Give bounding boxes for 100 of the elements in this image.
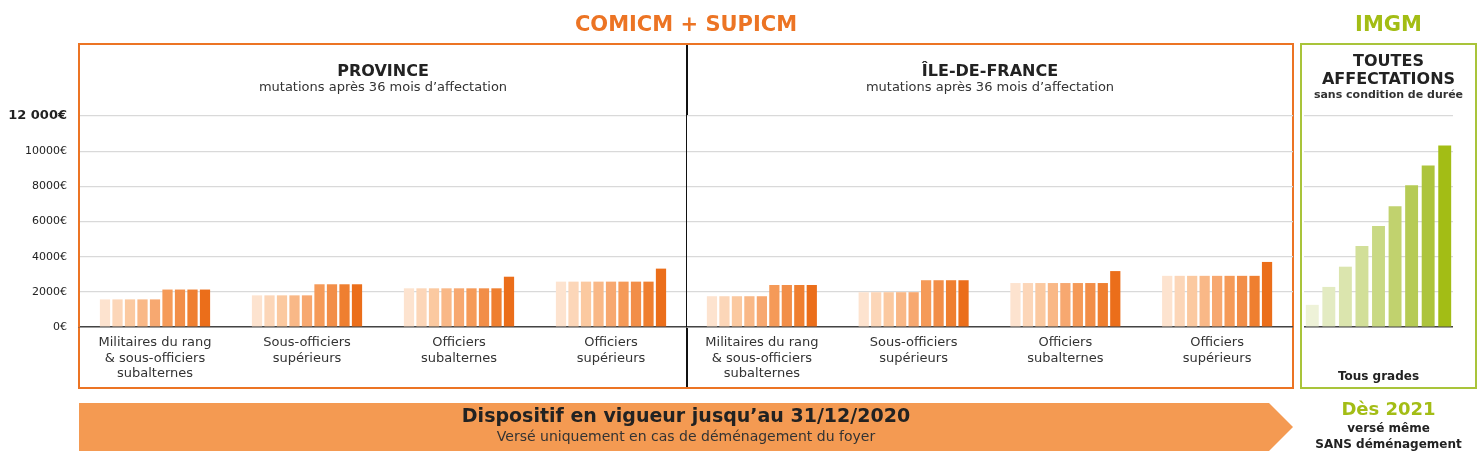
bar [314, 284, 325, 327]
bar [618, 281, 629, 327]
bar [112, 299, 123, 327]
text: COMICM + SUPICM [573, 12, 799, 36]
y-tick-label: 10000€ [25, 144, 67, 158]
bar [781, 284, 792, 327]
x-axis-title: Tous grades [1337, 368, 1420, 383]
chart-title: PROVINCE [336, 61, 430, 80]
bar [137, 299, 148, 327]
bar [858, 292, 869, 327]
bar [289, 295, 300, 327]
bar [124, 299, 136, 327]
bar [1405, 185, 1419, 327]
bar [1085, 283, 1096, 327]
bar [568, 281, 579, 327]
bar [744, 296, 755, 327]
chart-subtitle: mutations après 36 mois d’affectation [864, 78, 1116, 94]
bar [1010, 283, 1021, 327]
y-tick-label: 6000€ [32, 214, 67, 228]
bar [1162, 275, 1173, 327]
bar [731, 296, 743, 327]
x-tick-label: Officiers subalternes [420, 334, 498, 365]
bar [199, 289, 211, 327]
chart-subtitle: sans condition de durée [1312, 88, 1465, 102]
bar [441, 288, 452, 327]
bar [503, 276, 515, 327]
bar [1249, 275, 1260, 327]
bar [945, 280, 957, 327]
bar [1421, 165, 1435, 327]
text: Dès 2021 [1340, 398, 1437, 419]
bar [416, 288, 427, 327]
x-tick-label: Officiers supérieurs [1182, 334, 1252, 365]
bar [301, 295, 313, 327]
bar [1047, 283, 1059, 327]
bar [1338, 266, 1352, 327]
bar [264, 295, 275, 327]
x-tick-label: Militaires du rang & sous-officiers subalternes [98, 334, 212, 381]
bar [326, 284, 338, 327]
bar [251, 295, 263, 327]
bar [1110, 271, 1121, 327]
y-tick-label: 2000€ [32, 284, 67, 298]
bar [1388, 206, 1402, 327]
bar [756, 296, 767, 327]
bar [794, 284, 805, 327]
bar [149, 299, 161, 327]
bar [428, 288, 440, 327]
bar [630, 281, 642, 327]
bar [187, 289, 198, 327]
bar [933, 280, 944, 327]
bar [162, 289, 173, 327]
bar [466, 288, 477, 327]
bar [643, 281, 654, 327]
x-tick-label: Officiers supérieurs [576, 334, 646, 365]
bar [351, 284, 363, 327]
text: Versé uniquement en cas de déménagement du foyer [495, 428, 877, 444]
bar [1022, 283, 1034, 327]
bar [1305, 304, 1319, 327]
chart-subtitle: mutations après 36 mois d’affectation [257, 78, 509, 94]
text: Dispositif en vigueur jusqu’au 31/12/2020 [460, 404, 912, 426]
text: SANS déménagement [1314, 437, 1463, 451]
bar [1187, 275, 1198, 327]
bar [883, 292, 894, 327]
bar [769, 284, 780, 327]
bar [719, 296, 730, 327]
bar [491, 288, 502, 327]
bar [403, 288, 415, 327]
bar [806, 284, 817, 327]
x-tick-label: Sous-officiers supérieurs [263, 334, 351, 365]
y-tick-label: 4000€ [32, 249, 67, 263]
bar [1355, 246, 1369, 327]
chart-title: TOUTES AFFECTATIONS [1320, 51, 1457, 88]
bar [920, 280, 932, 327]
x-tick-label: Sous-officiers supérieurs [869, 334, 958, 365]
bar [655, 268, 667, 327]
bar [871, 292, 882, 327]
bar [99, 299, 111, 327]
bar [896, 292, 907, 327]
bar [1097, 283, 1108, 327]
x-tick-label: Militaires du rang & sous-officiers subalternes [705, 334, 819, 381]
bar [1236, 275, 1248, 327]
bar [478, 288, 490, 327]
text: IMGM [1354, 12, 1423, 36]
bar [555, 281, 567, 327]
bar [339, 284, 350, 327]
x-tick-label: Officiers subalternes [1027, 334, 1104, 365]
bar [908, 292, 919, 327]
bar [276, 295, 288, 327]
bar [453, 288, 465, 327]
bar [1261, 261, 1273, 327]
bar [1035, 283, 1046, 327]
bar [958, 280, 969, 327]
bar [706, 296, 718, 327]
bar [1199, 275, 1210, 327]
chart-title: ÎLE-DE-FRANCE [920, 61, 1060, 80]
bar [580, 281, 592, 327]
y-tick-label: 8000€ [32, 179, 67, 193]
bar [174, 289, 186, 327]
y-tick-label: 0€ [53, 319, 67, 333]
bar [1372, 226, 1385, 327]
bar [605, 281, 617, 327]
